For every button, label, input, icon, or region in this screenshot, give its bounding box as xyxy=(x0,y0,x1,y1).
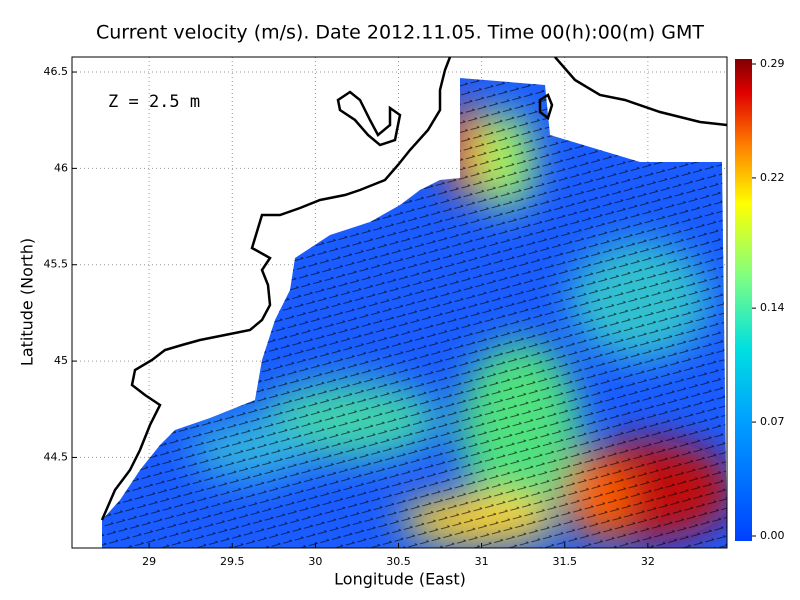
coastline xyxy=(100,57,727,521)
chart-title: Current velocity (m/s). Date 2012.11.05.… xyxy=(96,22,704,44)
y-tick-label: 45.5 xyxy=(44,258,69,271)
annotation: Z = 2.5 m xyxy=(108,92,200,112)
x-axis-label: Longitude (East) xyxy=(334,570,466,589)
plot-frame xyxy=(71,56,728,549)
y-axis-label: Latitude (North) xyxy=(18,238,37,366)
y-tick-label: 45 xyxy=(54,354,68,367)
colorbar-tick-label: 0.07 xyxy=(760,415,785,428)
y-tick-label: 44.5 xyxy=(44,450,69,463)
colorbar-tick-label: 0.14 xyxy=(760,301,785,314)
y-tick-label: 46 xyxy=(54,161,68,174)
x-tick-label: 30.5 xyxy=(386,555,411,568)
x-tick-label: 31.5 xyxy=(552,555,577,568)
y-tick-label: 46.5 xyxy=(44,65,69,78)
colorbar-tick-label: 0.22 xyxy=(760,171,785,184)
x-tick-label: 29.5 xyxy=(220,555,245,568)
colorbar xyxy=(735,59,752,541)
x-tick-label: 32 xyxy=(641,555,655,568)
colorbar-tick-label: 0.00 xyxy=(760,529,785,542)
x-tick-label: 30 xyxy=(308,555,322,568)
x-tick-label: 31 xyxy=(475,555,489,568)
colorbar-tick-label: 0.29 xyxy=(760,57,785,70)
x-tick-label: 29 xyxy=(142,555,156,568)
